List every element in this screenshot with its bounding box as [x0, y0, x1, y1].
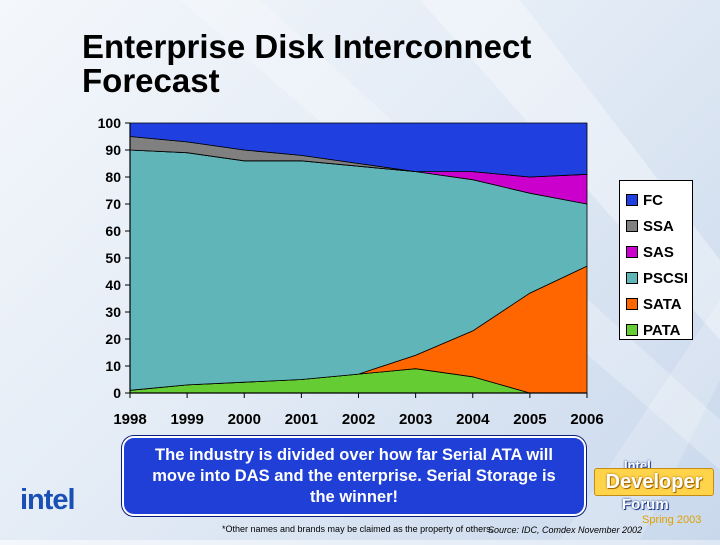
- callout-text: The industry is divided over how far Ser…: [152, 445, 556, 506]
- legend-label: SATA: [643, 295, 682, 313]
- x-tick-label: 2001: [285, 411, 318, 428]
- legend-swatch: [626, 194, 638, 206]
- footnote: *Other names and brands may be claimed a…: [222, 524, 494, 534]
- idf-logo-forum: Forum: [622, 496, 669, 513]
- idf-logo-season: Spring 2003: [642, 514, 702, 526]
- title-line-2: Forecast: [82, 62, 220, 99]
- x-tick-label: 2003: [399, 411, 432, 428]
- idf-logo: Intel Developer Forum Spring 2003: [594, 456, 714, 532]
- y-tick-label: 40: [105, 277, 121, 293]
- y-tick-label: 60: [105, 223, 121, 239]
- legend-item-sata: SATA: [620, 291, 692, 317]
- x-tick-label: 2006: [570, 411, 603, 428]
- y-tick-label: 20: [105, 331, 121, 347]
- source-note: Source: IDC, Comdex November 2002: [488, 525, 643, 535]
- x-tick-label: 1999: [170, 411, 203, 428]
- y-tick-label: 10: [105, 358, 121, 374]
- intel-logo-text: intel: [20, 484, 76, 516]
- legend-label: PATA: [643, 321, 681, 339]
- slide-title: Enterprise Disk Interconnect Forecast: [82, 30, 642, 98]
- y-tick-label: 90: [105, 142, 121, 158]
- y-tick-label: 30: [105, 304, 121, 320]
- legend-swatch: [626, 298, 638, 310]
- legend-swatch: [626, 324, 638, 336]
- legend-item-pata: PATA: [620, 317, 692, 343]
- title-line-1: Enterprise Disk Interconnect: [82, 28, 532, 65]
- idf-logo-developer: Developer: [594, 468, 714, 496]
- legend-item-ssa: SSA: [620, 213, 692, 239]
- legend-item-sas: SAS: [620, 239, 692, 265]
- y-tick-label: 80: [105, 169, 121, 185]
- y-tick-label: 50: [105, 250, 121, 266]
- legend-item-pscsi: PSCSI: [620, 265, 692, 291]
- x-tick-label: 1998: [113, 411, 146, 428]
- x-tick-label: 2002: [342, 411, 375, 428]
- legend-item-fc: FC: [620, 187, 692, 213]
- y-tick-label: 70: [105, 196, 121, 212]
- legend-label: SSA: [643, 217, 674, 235]
- y-tick-label: 100: [98, 115, 122, 131]
- legend-swatch: [626, 220, 638, 232]
- x-tick-label: 2005: [513, 411, 546, 428]
- x-tick-label: 2000: [228, 411, 261, 428]
- chart-legend: FC SSA SAS PSCSI SATA PATA: [619, 180, 693, 340]
- area-fc: [129, 122, 588, 178]
- legend-label: FC: [643, 191, 663, 209]
- y-tick-label: 0: [113, 385, 121, 401]
- legend-swatch: [626, 272, 638, 284]
- intel-logo: intel: [20, 484, 76, 517]
- x-tick-label: 2004: [456, 411, 490, 428]
- legend-label: PSCSI: [643, 269, 689, 287]
- callout-box: The industry is divided over how far Ser…: [122, 436, 586, 516]
- legend-swatch: [626, 246, 638, 258]
- legend-label: SAS: [643, 243, 674, 261]
